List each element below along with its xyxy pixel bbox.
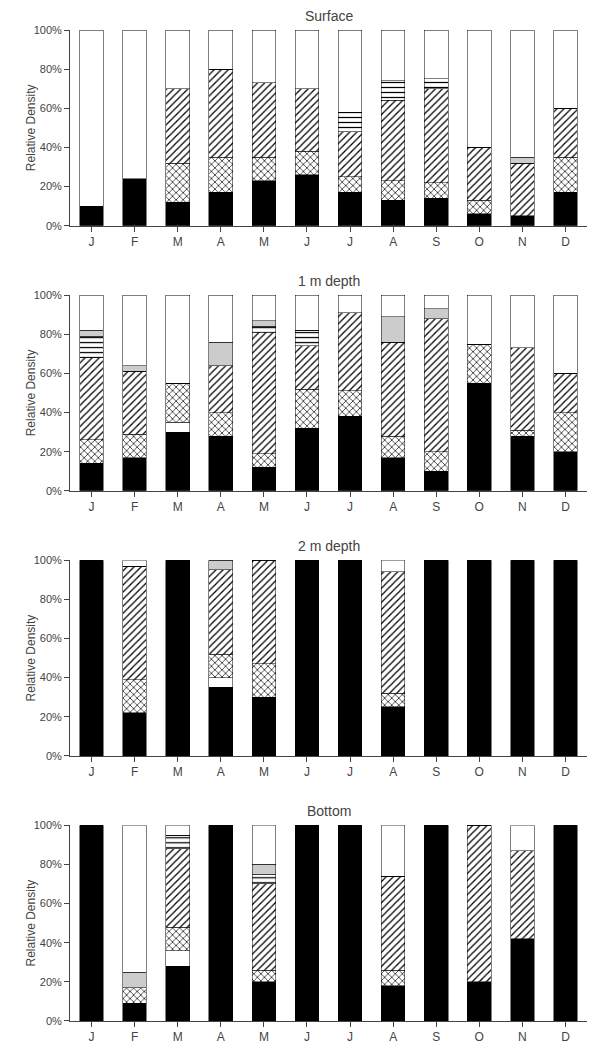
- svg-text:S: S: [432, 1030, 440, 1044]
- svg-text:O: O: [475, 500, 484, 514]
- svg-text:A: A: [389, 1030, 397, 1044]
- svg-text:60%: 60%: [40, 632, 62, 644]
- svg-text:N: N: [518, 765, 527, 779]
- svg-text:0%: 0%: [46, 750, 62, 762]
- svg-text:M: M: [259, 500, 269, 514]
- svg-text:20%: 20%: [40, 446, 62, 458]
- svg-text:60%: 60%: [40, 102, 62, 114]
- svg-text:J: J: [304, 1030, 310, 1044]
- svg-text:20%: 20%: [40, 180, 62, 192]
- svg-text:A: A: [389, 500, 397, 514]
- svg-text:J: J: [304, 500, 310, 514]
- svg-text:M: M: [259, 235, 269, 249]
- svg-text:M: M: [173, 1030, 183, 1044]
- svg-text:A: A: [389, 765, 397, 779]
- svg-text:80%: 80%: [40, 328, 62, 340]
- svg-text:Bottom: Bottom: [307, 803, 351, 819]
- svg-text:M: M: [259, 1030, 269, 1044]
- svg-text:80%: 80%: [40, 63, 62, 75]
- svg-text:A: A: [217, 235, 225, 249]
- svg-text:M: M: [173, 500, 183, 514]
- svg-text:Relative Density: Relative Density: [24, 85, 38, 172]
- svg-text:2 m depth: 2 m depth: [298, 538, 360, 554]
- svg-text:40%: 40%: [40, 671, 62, 683]
- svg-text:S: S: [432, 765, 440, 779]
- svg-text:O: O: [475, 765, 484, 779]
- svg-text:80%: 80%: [40, 593, 62, 605]
- svg-text:J: J: [89, 765, 95, 779]
- svg-text:S: S: [432, 500, 440, 514]
- svg-text:Relative Density: Relative Density: [24, 880, 38, 967]
- svg-text:0%: 0%: [46, 1015, 62, 1027]
- svg-text:0%: 0%: [46, 485, 62, 497]
- svg-text:100%: 100%: [34, 819, 62, 831]
- svg-text:J: J: [347, 235, 353, 249]
- svg-text:20%: 20%: [40, 711, 62, 723]
- svg-text:D: D: [561, 765, 570, 779]
- svg-text:O: O: [475, 235, 484, 249]
- svg-text:J: J: [89, 500, 95, 514]
- svg-text:J: J: [347, 765, 353, 779]
- svg-text:60%: 60%: [40, 367, 62, 379]
- svg-text:M: M: [173, 235, 183, 249]
- svg-text:A: A: [389, 235, 397, 249]
- svg-text:F: F: [131, 765, 138, 779]
- svg-text:J: J: [304, 765, 310, 779]
- svg-text:J: J: [89, 235, 95, 249]
- svg-text:Relative Density: Relative Density: [24, 615, 38, 702]
- svg-text:J: J: [347, 500, 353, 514]
- svg-text:80%: 80%: [40, 858, 62, 870]
- svg-text:N: N: [518, 500, 527, 514]
- svg-text:1 m depth: 1 m depth: [298, 273, 360, 289]
- svg-text:40%: 40%: [40, 937, 62, 949]
- svg-text:100%: 100%: [34, 554, 62, 566]
- svg-text:J: J: [304, 235, 310, 249]
- svg-text:0%: 0%: [46, 220, 62, 232]
- svg-text:J: J: [89, 1030, 95, 1044]
- svg-text:D: D: [561, 235, 570, 249]
- svg-text:J: J: [347, 1030, 353, 1044]
- svg-text:N: N: [518, 1030, 527, 1044]
- svg-text:A: A: [217, 1030, 225, 1044]
- svg-text:O: O: [475, 1030, 484, 1044]
- svg-text:N: N: [518, 235, 527, 249]
- svg-text:D: D: [561, 1030, 570, 1044]
- svg-text:100%: 100%: [34, 24, 62, 36]
- svg-text:D: D: [561, 500, 570, 514]
- svg-text:20%: 20%: [40, 976, 62, 988]
- svg-text:M: M: [259, 765, 269, 779]
- svg-text:40%: 40%: [40, 406, 62, 418]
- svg-text:100%: 100%: [34, 289, 62, 301]
- svg-text:S: S: [432, 235, 440, 249]
- svg-text:M: M: [173, 765, 183, 779]
- svg-text:60%: 60%: [40, 897, 62, 909]
- svg-text:A: A: [217, 500, 225, 514]
- svg-text:F: F: [131, 1030, 138, 1044]
- svg-text:Relative Density: Relative Density: [24, 350, 38, 437]
- svg-text:A: A: [217, 765, 225, 779]
- svg-text:F: F: [131, 500, 138, 514]
- svg-text:Surface: Surface: [305, 8, 353, 24]
- svg-text:F: F: [131, 235, 138, 249]
- svg-text:40%: 40%: [40, 141, 62, 153]
